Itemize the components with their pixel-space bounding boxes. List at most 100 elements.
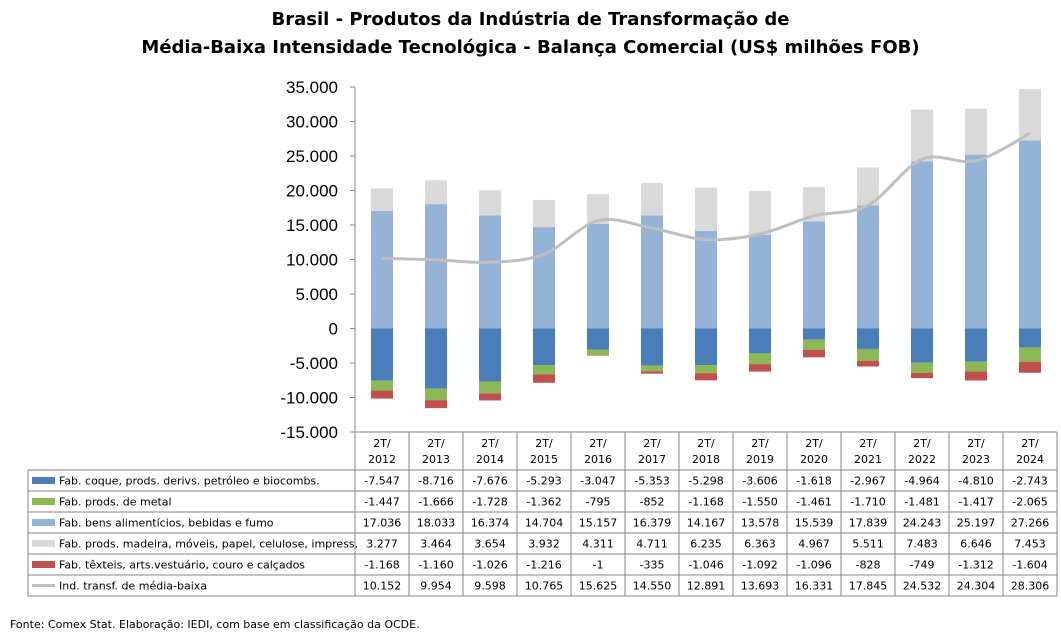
bar-segment [695, 230, 717, 329]
x-category-label: 2T/ [427, 437, 445, 450]
data-table-value: -1.216 [526, 559, 561, 572]
legend-key [32, 519, 55, 526]
data-table-value: -4.964 [904, 475, 939, 488]
bar-segment [533, 199, 555, 228]
data-table-value: -795 [586, 496, 611, 509]
data-table-value: 7.483 [906, 538, 938, 551]
data-table-value: -1.417 [958, 496, 993, 509]
data-table-value: -1.710 [850, 496, 885, 509]
bar-segment [371, 390, 393, 399]
y-tick-label: 35.000 [286, 78, 338, 97]
x-category-label: 2T/ [805, 437, 823, 450]
data-table-value: 27.266 [1011, 517, 1050, 530]
bar-segment [803, 328, 825, 340]
data-table-value: 16.379 [633, 517, 672, 530]
bar-segment [857, 205, 879, 329]
legend-series-name: Fab. bens alimentícios, bebidas e fumo [59, 517, 274, 530]
data-table-value: 14.704 [525, 517, 564, 530]
data-table-value: -5.293 [526, 475, 561, 488]
chart-title: Brasil - Produtos da Indústria de Transf… [0, 6, 1061, 62]
bar-segment [425, 328, 447, 389]
data-table-value: -3.047 [580, 475, 615, 488]
data-table-value: 14.167 [687, 517, 726, 530]
bar-segment [641, 371, 663, 374]
x-category-label: 2015 [530, 453, 558, 466]
data-table-value: -2.967 [850, 475, 885, 488]
data-table-value: -2.743 [1012, 475, 1047, 488]
data-table-value: -1.447 [364, 496, 399, 509]
bar-segment [911, 161, 933, 329]
data-table-value: -1.026 [472, 559, 507, 572]
x-category-label: 2T/ [535, 437, 553, 450]
bar-segment [749, 328, 771, 354]
x-category-label: 2T/ [697, 437, 715, 450]
data-table-value: 13.693 [741, 580, 780, 593]
bar-segment [911, 328, 933, 363]
data-table-value: -1.666 [418, 496, 453, 509]
x-category-label: 2020 [800, 453, 828, 466]
y-tick-label: -15.000 [280, 423, 338, 442]
bar-segment [587, 349, 609, 356]
bar-segment [425, 388, 447, 401]
data-table-value: -5.298 [688, 475, 723, 488]
bar-segment [695, 328, 717, 366]
data-table-value: -1.481 [904, 496, 939, 509]
data-table-value: 4.967 [798, 538, 830, 551]
data-table-value: 3.932 [528, 538, 560, 551]
bar-segment [803, 339, 825, 350]
bar-segment [641, 215, 663, 329]
legend-key [32, 540, 55, 547]
bar-segment [803, 349, 825, 358]
data-table-value: -1 [593, 559, 604, 572]
bar-segment [749, 234, 771, 329]
data-table-value: 24.532 [903, 580, 942, 593]
data-table-value: 15.157 [579, 517, 618, 530]
data-table-value: 7.453 [1014, 538, 1046, 551]
data-table-value: -1.168 [364, 559, 399, 572]
bar-segment [857, 348, 879, 361]
data-table-value: 18.033 [417, 517, 456, 530]
x-category-label: 2022 [908, 453, 936, 466]
bar-segment [479, 328, 501, 382]
y-tick-label: 20.000 [286, 182, 338, 201]
data-table-value: -1.618 [796, 475, 831, 488]
y-tick-label: 25.000 [286, 147, 338, 166]
data-table-value: -1.046 [688, 559, 723, 572]
y-tick-label: 10.000 [286, 251, 338, 270]
x-category-label: 2019 [746, 453, 774, 466]
bar-segment [965, 371, 987, 381]
bar-segment [1019, 328, 1041, 348]
y-tick-label: 0 [329, 320, 338, 339]
bar-segment [1019, 361, 1041, 373]
data-table-value: 4.711 [636, 538, 668, 551]
bar-segment [749, 190, 771, 235]
bar-segment [533, 374, 555, 383]
x-category-label: 2T/ [373, 437, 391, 450]
x-category-label: 2T/ [1021, 437, 1039, 450]
bar-segment [533, 227, 555, 329]
bar-segment [1019, 347, 1041, 362]
data-table-value: 9.598 [474, 580, 506, 593]
y-tick-label: 30.000 [286, 113, 338, 132]
data-table-value: 17.845 [849, 580, 888, 593]
data-table-value: -7.547 [364, 475, 399, 488]
data-table-value: -3.606 [742, 475, 777, 488]
legend-series-name: Fab. prods. madeira, móveis, papel, celu… [59, 538, 358, 551]
bar-segment [425, 180, 447, 205]
bar-segment [371, 188, 393, 211]
data-table-value: 24.243 [903, 517, 942, 530]
data-table-value: 3.464 [420, 538, 452, 551]
y-tick-label: -10.000 [280, 389, 338, 408]
data-table-value: 3.277 [366, 538, 398, 551]
bar-segment [965, 108, 987, 155]
data-table-value: 15.625 [579, 580, 618, 593]
x-category-label: 2017 [638, 453, 666, 466]
data-table-value: 6.646 [960, 538, 992, 551]
x-category-label: 2014 [476, 453, 504, 466]
bar-segment [533, 328, 555, 366]
bar-segment [425, 204, 447, 329]
data-table-value: 6.235 [690, 538, 722, 551]
bar-segment [857, 328, 879, 349]
data-table-value: 16.374 [471, 517, 510, 530]
bar-segment [425, 400, 447, 409]
